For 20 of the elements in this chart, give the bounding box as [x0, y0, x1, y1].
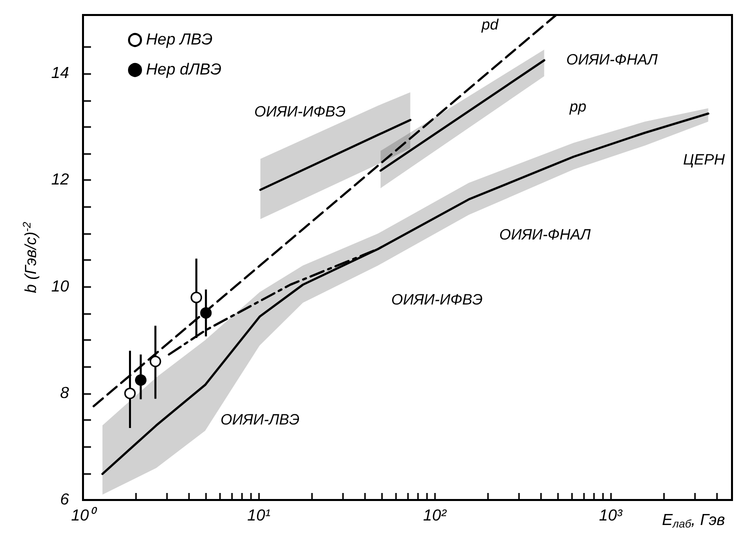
annotation: ОИЯИ-ФНАЛ: [566, 52, 658, 68]
x-tick-label: 10²: [423, 508, 447, 524]
annotation: ОИЯИ-ИФВЭ: [254, 104, 346, 120]
annotation: ОИЯИ-ФНАЛ: [499, 226, 592, 244]
x-tick-label: 10¹: [247, 508, 270, 524]
y-tick-label: 14: [51, 65, 70, 82]
annotation: ОИЯИ-ИФВЭ: [391, 292, 483, 308]
annotation: ЦЕРН: [683, 152, 726, 168]
annotation: ОИЯИ-ЛВЭ: [220, 412, 300, 428]
y-tick-label: 8: [60, 384, 70, 402]
legend-label: Hep ЛВЭ: [146, 32, 213, 48]
x-tick-label: 10⁰: [71, 506, 98, 524]
y-tick-label: 10: [51, 278, 70, 296]
legend-label: Hep dЛВЭ: [146, 62, 222, 78]
annotation: pd: [480, 16, 499, 34]
y-axis-title: b (Гэв/c)-2: [22, 222, 40, 294]
y-tick-label: 6: [60, 492, 70, 508]
x-tick-label: 10³: [599, 508, 623, 524]
y-tick-label: 12: [51, 172, 70, 189]
annotation: pp: [568, 98, 586, 116]
